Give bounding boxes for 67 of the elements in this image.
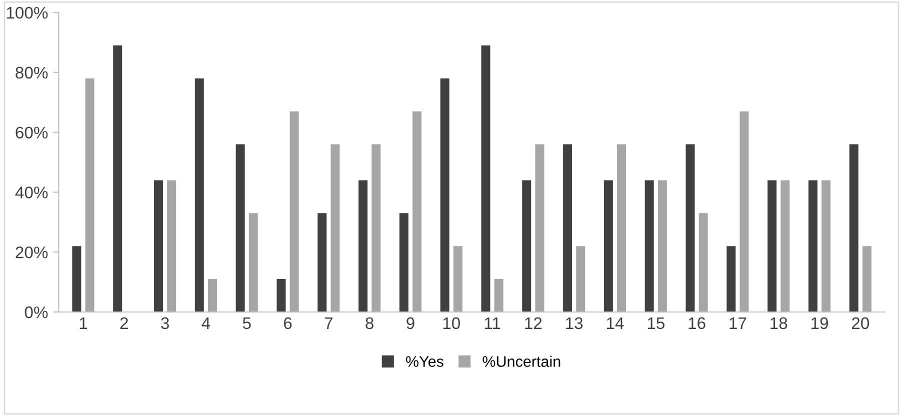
y-tick-label: 80% — [16, 66, 48, 79]
x-tick-label: 10 — [443, 317, 460, 330]
bar — [290, 111, 299, 312]
x-tick-label: 3 — [161, 317, 169, 330]
bar — [535, 144, 544, 312]
x-tick-label: 18 — [770, 317, 788, 330]
x-tick-label: 5 — [242, 317, 251, 330]
bar — [372, 144, 381, 312]
bar — [808, 180, 818, 312]
bar — [453, 246, 462, 312]
bar — [72, 246, 82, 312]
x-tick-label: 15 — [648, 317, 664, 330]
y-tick-label: 100% — [6, 6, 48, 19]
x-tick-label: 17 — [730, 317, 746, 329]
bar — [154, 180, 163, 312]
bar — [698, 213, 708, 312]
x-tick-label: 20 — [852, 317, 870, 330]
bar — [330, 144, 340, 312]
x-tick-label: 1 — [80, 317, 88, 329]
y-tick-label: 20% — [16, 246, 48, 258]
x-tick-label: 16 — [688, 317, 706, 330]
bar — [208, 279, 217, 312]
y-tick-label: 40% — [15, 186, 48, 198]
bar — [399, 213, 408, 312]
x-tick-label: 8 — [366, 317, 374, 330]
bar — [358, 180, 368, 312]
bar — [318, 213, 327, 312]
legend-label: %Uncertain — [482, 356, 560, 367]
x-tick-label: 11 — [484, 317, 500, 329]
x-tick-label: 14 — [606, 317, 624, 329]
bar — [862, 246, 872, 312]
bar — [276, 279, 286, 312]
bar — [113, 45, 122, 312]
bar — [768, 180, 777, 312]
x-tick-label: 19 — [811, 317, 828, 330]
x-tick-label: 2 — [120, 317, 128, 329]
bar — [576, 246, 586, 312]
bar — [440, 78, 450, 312]
bar — [686, 144, 695, 312]
bar — [740, 111, 749, 312]
bar — [658, 180, 667, 312]
bar — [248, 213, 258, 312]
bar — [617, 144, 626, 312]
bar — [644, 180, 654, 312]
x-tick-label: 13 — [566, 317, 583, 330]
bar — [481, 45, 490, 312]
x-tick-label: 4 — [202, 317, 210, 329]
x-tick-label: 9 — [406, 317, 414, 330]
bar — [494, 279, 504, 312]
bar — [726, 246, 736, 312]
bar — [85, 78, 94, 312]
x-tick-label: 6 — [284, 317, 292, 330]
bar — [822, 180, 831, 312]
bar — [849, 144, 858, 312]
bar — [236, 144, 245, 312]
bar — [604, 180, 613, 312]
bar — [522, 180, 532, 312]
bar — [412, 111, 422, 312]
x-tick-label: 12 — [525, 317, 542, 329]
bar — [780, 180, 790, 312]
bar — [167, 180, 176, 312]
bar — [563, 144, 572, 312]
bar — [194, 78, 204, 312]
x-tick-label: 7 — [324, 317, 332, 329]
legend-label: %Yes — [406, 356, 444, 367]
y-tick-label: 60% — [16, 126, 48, 138]
y-tick-label: 0% — [24, 306, 48, 318]
